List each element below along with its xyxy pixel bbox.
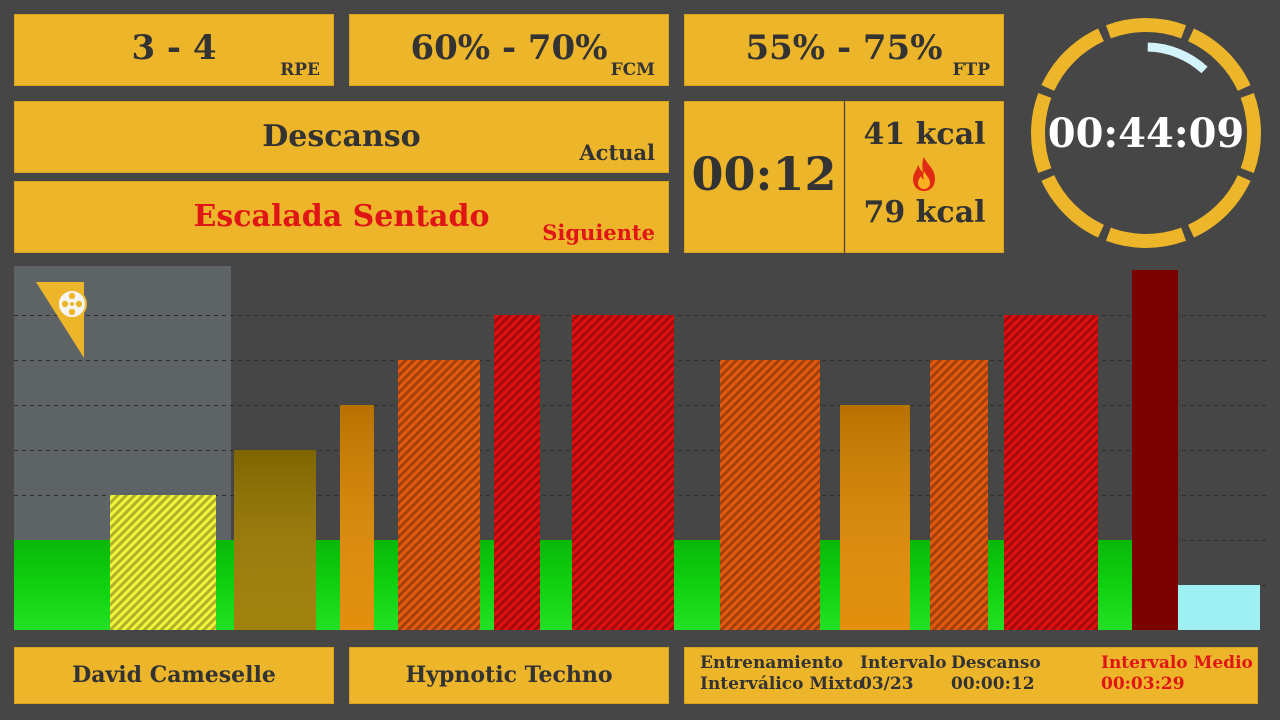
rpe-box: 3 - 4 RPE <box>14 14 334 86</box>
average-interval-time: 00:03:29 <box>1101 674 1185 694</box>
ring-segment <box>1187 28 1251 92</box>
user-box: David Cameselle <box>14 647 334 704</box>
rpe-label: RPE <box>280 60 320 80</box>
ftp-label: FTP <box>952 60 990 80</box>
film-reel-icon <box>36 282 87 358</box>
fire-icon <box>907 155 941 193</box>
fcm-label: FCM <box>610 60 655 80</box>
interval-bar-stripes <box>930 360 988 630</box>
rest-time: 00:00:12 <box>951 674 1035 694</box>
interval-bar <box>1132 270 1178 630</box>
interval-profile-chart <box>14 266 1266 630</box>
interval-bar-shade <box>340 405 374 630</box>
current-segment-label: Actual <box>579 140 655 165</box>
interval-bar-stripes <box>720 360 820 630</box>
interval-timer: 00:12 <box>691 147 837 201</box>
session-info-box: Entrenamiento Interválico Mixto Interval… <box>684 647 1258 704</box>
interval-bar-shade <box>234 450 316 630</box>
interval-bar-stripes <box>1004 315 1098 630</box>
ring-segment <box>1041 28 1105 92</box>
interval-bar-stripes <box>572 315 674 630</box>
ring-segment <box>1031 92 1052 174</box>
interval-timer-box: 00:12 <box>684 101 844 253</box>
fcm-box: 60% - 70% FCM <box>349 14 669 86</box>
next-segment-label: Siguiente <box>542 220 655 245</box>
fcm-value: 60% - 70% <box>410 28 608 68</box>
current-segment-box: Descanso Actual <box>14 101 669 173</box>
ftp-value: 55% - 75% <box>745 28 943 68</box>
interval-bar-stripes <box>398 360 480 630</box>
ring-segment <box>1187 174 1251 238</box>
interval-label: Intervalo <box>860 653 947 673</box>
session-progress-ring <box>1031 18 1261 248</box>
ring-segment <box>1105 18 1187 39</box>
next-segment-name: Escalada Sentado <box>193 199 490 234</box>
calories-box: 41 kcal 79 kcal <box>845 101 1004 253</box>
music-name: Hypnotic Techno <box>405 662 613 688</box>
interval-bar-stripes <box>494 315 540 630</box>
session-name-line2: Interválico Mixto <box>700 674 864 694</box>
calories-total: 79 kcal <box>863 195 986 230</box>
ring-segment <box>1240 92 1261 174</box>
ring-progress-arc <box>1147 42 1208 74</box>
interval-count: 03/23 <box>860 674 914 694</box>
calories-current: 41 kcal <box>863 117 986 152</box>
ring-segment <box>1105 227 1187 248</box>
user-name: David Cameselle <box>72 662 276 688</box>
next-segment-box: Escalada Sentado Siguiente <box>14 181 669 253</box>
current-segment-name: Descanso <box>262 119 421 154</box>
session-timer: 00:44:09 <box>1047 109 1245 157</box>
interval-bar-stripes <box>110 495 216 630</box>
rpe-value: 3 - 4 <box>131 28 217 68</box>
rest-label: Descanso <box>951 653 1041 673</box>
interval-bar-shade <box>840 405 910 630</box>
ftp-box: 55% - 75% FTP <box>684 14 1004 86</box>
session-name-line1: Entrenamiento <box>700 653 844 673</box>
interval-bar <box>1178 585 1260 630</box>
music-box: Hypnotic Techno <box>349 647 669 704</box>
average-interval-label: Intervalo Medio <box>1101 653 1253 673</box>
ring-segment <box>1041 174 1105 238</box>
